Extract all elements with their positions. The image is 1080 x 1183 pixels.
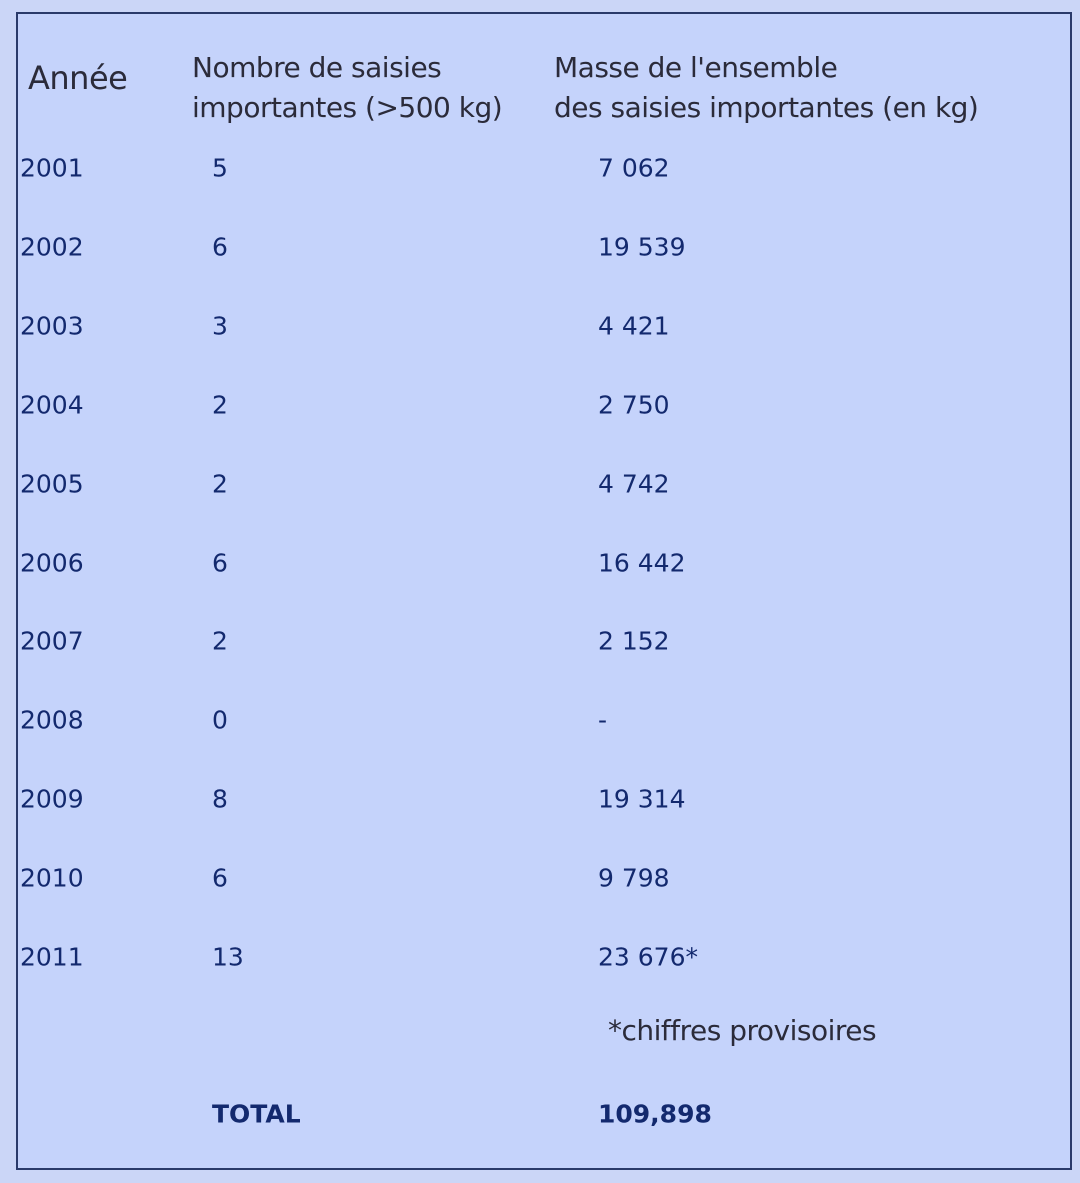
cell: 6 [212, 548, 228, 577]
cell: 2 [212, 626, 228, 656]
cell: 2004 [20, 390, 84, 420]
column-header: Année [28, 59, 128, 97]
cell: 8 [212, 784, 228, 814]
cell: 2 750 [598, 390, 670, 420]
column-header: Masse de l'ensemble [554, 51, 838, 84]
table-frame [16, 12, 1072, 1170]
cell: 2 [212, 390, 228, 420]
cell: 2009 [20, 784, 84, 814]
column-header: Nombre de saisies [192, 51, 442, 84]
column-header: des saisies importantes (en kg) [554, 91, 979, 124]
cell: 2010 [20, 863, 84, 893]
cell: 2001 [20, 153, 84, 183]
cell: 2003 [20, 311, 84, 341]
footnote: *chiffres provisoires [608, 1014, 877, 1047]
cell: 7 062 [598, 153, 670, 183]
total-label: TOTAL [212, 1099, 301, 1129]
cell: 2008 [20, 705, 84, 735]
cell: 2007 [20, 626, 84, 656]
cell: 2 [212, 469, 228, 499]
cell: 2006 [20, 548, 84, 577]
total-value: 109,898 [598, 1099, 712, 1129]
cell: 13 [212, 942, 244, 972]
cell: 19 314 [598, 784, 686, 814]
cell: 4 742 [598, 469, 670, 499]
cell: 16 442 [598, 548, 686, 577]
cell: 2011 [20, 942, 84, 972]
cell: - [598, 705, 608, 735]
cell: 5 [212, 153, 228, 183]
cell: 4 421 [598, 311, 670, 341]
cell: 0 [212, 705, 228, 735]
cell: 9 798 [598, 863, 670, 893]
cell: 3 [212, 311, 228, 341]
column-header: importantes (>500 kg) [192, 91, 503, 124]
cell: 2002 [20, 232, 84, 262]
cell: 6 [212, 232, 228, 262]
cell: 2005 [20, 469, 84, 499]
cell: 23 676* [598, 942, 698, 972]
cell: 6 [212, 863, 228, 893]
cell: 2 152 [598, 626, 670, 656]
cell: 19 539 [598, 232, 686, 262]
